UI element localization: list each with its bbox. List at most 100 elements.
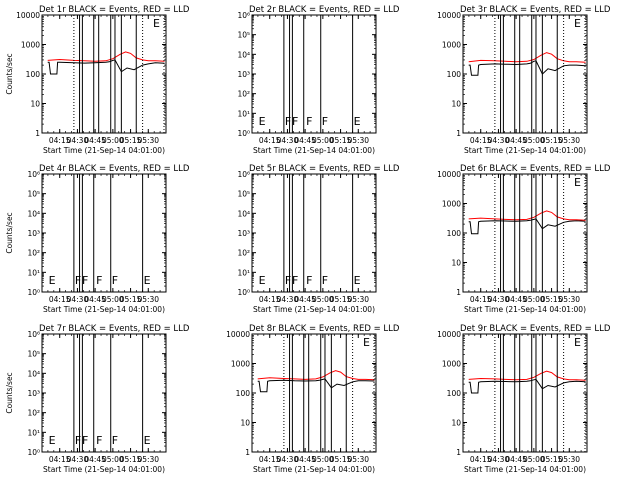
- x-tick-label: 04:45: [294, 295, 316, 304]
- y-tick-label: 10³: [27, 389, 40, 398]
- x-tick-label: 05:00: [102, 136, 124, 145]
- y-tick-label: 10⁴: [237, 50, 250, 59]
- chart-title: Det 6r BLACK = Events, RED = LLD: [460, 164, 611, 174]
- x-axis-label: Start Time (21-Sep-14 04:01:00): [464, 465, 586, 474]
- x-tick-label: 05:15: [541, 455, 563, 464]
- y-tick-label: 10¹: [27, 268, 40, 277]
- y-tick-label: 100: [447, 70, 462, 79]
- x-tick-label: 05:30: [347, 455, 369, 464]
- flag-marker-label: E: [259, 274, 266, 287]
- x-tick-label: 05:15: [120, 136, 142, 145]
- flag-marker-label: F: [96, 434, 102, 447]
- y-tick-label: 10⁴: [27, 209, 40, 218]
- flag-marker-label: E: [574, 17, 581, 30]
- events-series-line: [257, 378, 375, 393]
- x-tick-label: 04:45: [84, 295, 106, 304]
- y-tick-label: 10⁰: [27, 448, 40, 457]
- chart-panel: Det 3r BLACK = Events, RED = LLD E 1 10 100 1…: [437, 5, 611, 155]
- x-axis-label: Start Time (21-Sep-14 04:01:00): [43, 146, 165, 155]
- x-tick-label: 05:15: [120, 455, 142, 464]
- x-tick-label: 05:00: [523, 136, 545, 145]
- y-tick-label: 10³: [237, 70, 250, 79]
- x-tick-label: 04:45: [505, 136, 527, 145]
- events-series-line: [468, 60, 586, 76]
- y-tick-label: 10³: [237, 229, 250, 238]
- flag-marker-label: F: [112, 274, 118, 287]
- x-tick-label: 04:15: [49, 136, 71, 145]
- flag-marker-label: E: [354, 115, 361, 128]
- x-tick-label: 04:30: [277, 295, 299, 304]
- x-axis-label: Start Time (21-Sep-14 04:01:00): [43, 465, 165, 474]
- x-tick-label: 05:00: [312, 295, 334, 304]
- flag-marker-label: E: [354, 274, 361, 287]
- flag-marker-label: F: [82, 434, 88, 447]
- flag-marker-label: E: [49, 274, 56, 287]
- x-tick-label: 05:00: [523, 295, 545, 304]
- y-tick-label: 1000: [442, 200, 461, 209]
- flag-marker-label: F: [322, 115, 328, 128]
- y-tick-label: 1000: [442, 41, 461, 50]
- y-tick-label: 10⁴: [27, 369, 40, 378]
- flag-marker-label: E: [363, 336, 370, 349]
- y-tick-label: 1: [456, 448, 461, 457]
- flag-marker-label: E: [49, 434, 56, 447]
- y-tick-label: 10⁵: [27, 190, 40, 199]
- x-tick-label: 05:30: [137, 295, 159, 304]
- chart-title: Det 3r BLACK = Events, RED = LLD: [460, 5, 611, 15]
- x-tick-label: 05:15: [541, 136, 563, 145]
- chart-panel: Det 6r BLACK = Events, RED = LLD E 1 10 100 1…: [437, 164, 611, 314]
- x-tick-label: 04:15: [49, 295, 71, 304]
- flag-marker-label: F: [75, 274, 81, 287]
- x-axis-label: Start Time (21-Sep-14 04:01:00): [464, 146, 586, 155]
- plot-frame: [462, 333, 588, 453]
- x-tick-label: 04:15: [259, 295, 281, 304]
- x-tick-label: 05:30: [558, 136, 580, 145]
- flag-marker-label: E: [574, 336, 581, 349]
- y-tick-label: 1: [456, 129, 461, 138]
- x-tick-label: 04:45: [294, 455, 316, 464]
- y-tick-label: 10⁶: [237, 170, 250, 179]
- y-axis-label: Counts/sec: [5, 372, 14, 413]
- flag-marker-label: F: [285, 115, 291, 128]
- plot-frame: [41, 14, 167, 134]
- flag-marker-label: E: [259, 115, 266, 128]
- x-axis-label: Start Time (21-Sep-14 04:01:00): [253, 305, 375, 314]
- x-tick-label: 04:30: [488, 295, 510, 304]
- y-tick-label: 100: [447, 229, 462, 238]
- flag-marker-label: F: [82, 274, 88, 287]
- y-tick-label: 10000: [16, 11, 40, 20]
- flag-marker-label: F: [292, 115, 298, 128]
- events-series-line: [468, 218, 586, 235]
- x-tick-label: 05:00: [102, 295, 124, 304]
- x-tick-label: 05:15: [330, 455, 352, 464]
- x-tick-label: 04:15: [470, 136, 492, 145]
- y-tick-label: 100: [447, 389, 462, 398]
- y-tick-label: 1000: [231, 360, 250, 369]
- x-tick-label: 05:30: [347, 295, 369, 304]
- plot-frame: [462, 14, 588, 134]
- y-tick-label: 1000: [21, 41, 40, 50]
- x-tick-label: 04:45: [84, 455, 106, 464]
- lld-series-line: [468, 52, 586, 63]
- x-tick-label: 05:30: [347, 136, 369, 145]
- x-tick-label: 05:30: [558, 295, 580, 304]
- events-series-line: [468, 378, 586, 394]
- y-tick-label: 10: [30, 100, 40, 109]
- y-tick-label: 100: [26, 70, 41, 79]
- x-tick-label: 05:00: [312, 136, 334, 145]
- x-axis-label: Start Time (21-Sep-14 04:01:00): [464, 305, 586, 314]
- flag-marker-label: F: [322, 274, 328, 287]
- x-tick-label: 05:15: [120, 295, 142, 304]
- y-tick-label: 10¹: [237, 268, 250, 277]
- x-tick-label: 04:30: [488, 136, 510, 145]
- x-tick-label: 04:30: [67, 295, 89, 304]
- chart-title: Det 5r BLACK = Events, RED = LLD: [249, 164, 400, 174]
- y-tick-label: 10: [240, 419, 250, 428]
- x-tick-label: 04:45: [294, 136, 316, 145]
- flag-marker-label: E: [144, 274, 151, 287]
- x-tick-label: 04:30: [67, 136, 89, 145]
- x-tick-label: 05:00: [523, 455, 545, 464]
- x-tick-label: 05:00: [312, 455, 334, 464]
